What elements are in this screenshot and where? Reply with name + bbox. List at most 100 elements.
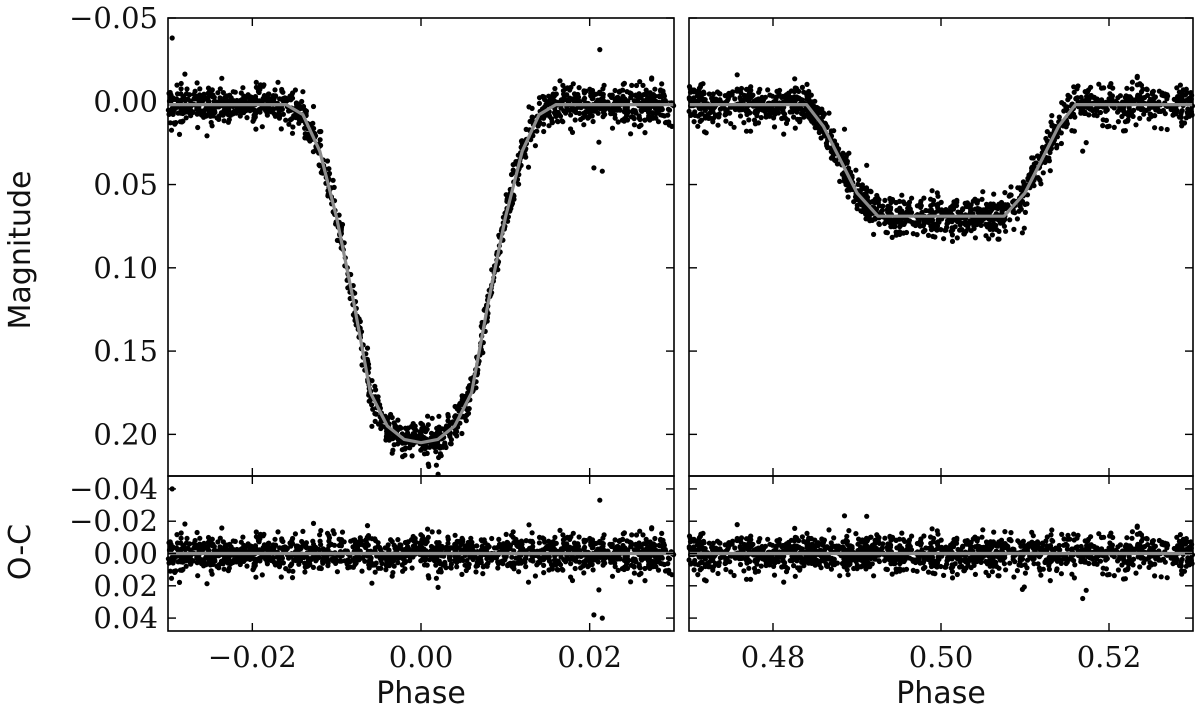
data-point	[419, 533, 426, 539]
data-point	[197, 94, 203, 101]
data-point	[427, 557, 433, 563]
data-point	[1074, 86, 1080, 92]
data-point	[710, 91, 716, 97]
data-point	[240, 554, 246, 560]
data-point	[437, 566, 443, 573]
data-point	[1003, 202, 1010, 208]
data-point	[799, 84, 806, 90]
data-point	[846, 150, 852, 156]
data-point	[809, 99, 815, 105]
data-point	[209, 93, 215, 100]
data-point	[728, 121, 734, 127]
data-point	[1029, 155, 1035, 161]
data-point	[201, 91, 207, 97]
data-point	[215, 539, 221, 545]
data-point	[434, 425, 440, 431]
y-tick-label: −0.05	[69, 1, 158, 35]
data-point	[804, 81, 810, 87]
data-point	[840, 150, 846, 156]
data-point	[871, 231, 877, 237]
data-point	[1044, 138, 1050, 144]
data-point	[198, 112, 205, 118]
data-point	[1078, 110, 1084, 116]
data-point	[637, 528, 643, 534]
data-point	[934, 223, 941, 229]
data-point	[436, 413, 442, 419]
data-point	[633, 82, 640, 89]
outlier-point	[591, 612, 597, 618]
data-point	[1011, 226, 1017, 232]
data-point	[628, 579, 634, 585]
data-point	[446, 432, 453, 438]
data-point	[183, 115, 189, 121]
data-point	[1115, 119, 1121, 125]
data-point	[612, 564, 618, 570]
data-point	[201, 540, 207, 547]
data-point	[837, 178, 843, 184]
data-point	[1101, 85, 1107, 91]
data-point	[1164, 96, 1170, 102]
data-point	[300, 528, 306, 535]
data-point	[541, 570, 547, 576]
data-point	[968, 228, 974, 234]
data-point	[178, 530, 184, 536]
data-point	[267, 545, 273, 551]
data-point	[549, 93, 555, 100]
data-point	[633, 541, 639, 547]
data-point	[785, 92, 792, 99]
data-point	[771, 124, 778, 130]
data-point	[338, 558, 344, 564]
data-point	[1137, 115, 1143, 121]
data-point	[523, 538, 529, 544]
data-point	[909, 533, 915, 539]
data-point	[541, 562, 547, 569]
data-point	[1137, 81, 1143, 87]
data-point	[1177, 82, 1183, 88]
data-point	[603, 105, 609, 111]
data-point	[518, 543, 524, 549]
data-point	[1179, 91, 1185, 97]
data-point	[1132, 97, 1138, 103]
data-point	[310, 103, 317, 110]
data-point	[417, 429, 423, 435]
data-point	[338, 537, 345, 543]
data-point	[629, 82, 635, 88]
data-point	[239, 546, 245, 552]
data-point	[442, 559, 448, 565]
data-point	[344, 561, 350, 567]
data-point	[452, 557, 458, 564]
data-point	[609, 573, 616, 579]
data-point	[489, 535, 495, 542]
data-point	[808, 114, 814, 120]
data-point	[1065, 92, 1071, 98]
outlier-point	[591, 165, 597, 171]
data-point	[372, 383, 378, 389]
data-point	[291, 113, 297, 119]
data-point	[731, 124, 737, 130]
data-point	[803, 90, 809, 96]
y-tick-label: −0.02	[69, 504, 158, 538]
data-point	[182, 521, 188, 527]
data-point	[755, 120, 762, 126]
data-point	[815, 108, 821, 114]
data-point	[725, 96, 731, 102]
data-point	[865, 188, 871, 194]
data-point	[706, 91, 712, 97]
data-point	[372, 569, 378, 575]
data-point	[1146, 106, 1152, 112]
data-point	[546, 123, 552, 129]
data-point	[546, 101, 552, 107]
data-point	[582, 544, 588, 551]
data-point	[536, 534, 543, 541]
data-point	[259, 124, 265, 130]
data-point	[275, 529, 281, 535]
data-point	[265, 91, 271, 97]
data-point	[844, 187, 850, 193]
data-point	[217, 535, 223, 541]
data-point	[496, 536, 502, 543]
data-point	[216, 116, 222, 122]
data-point	[636, 572, 642, 578]
data-point	[180, 566, 186, 573]
data-point	[883, 217, 889, 224]
data-point	[409, 453, 415, 459]
